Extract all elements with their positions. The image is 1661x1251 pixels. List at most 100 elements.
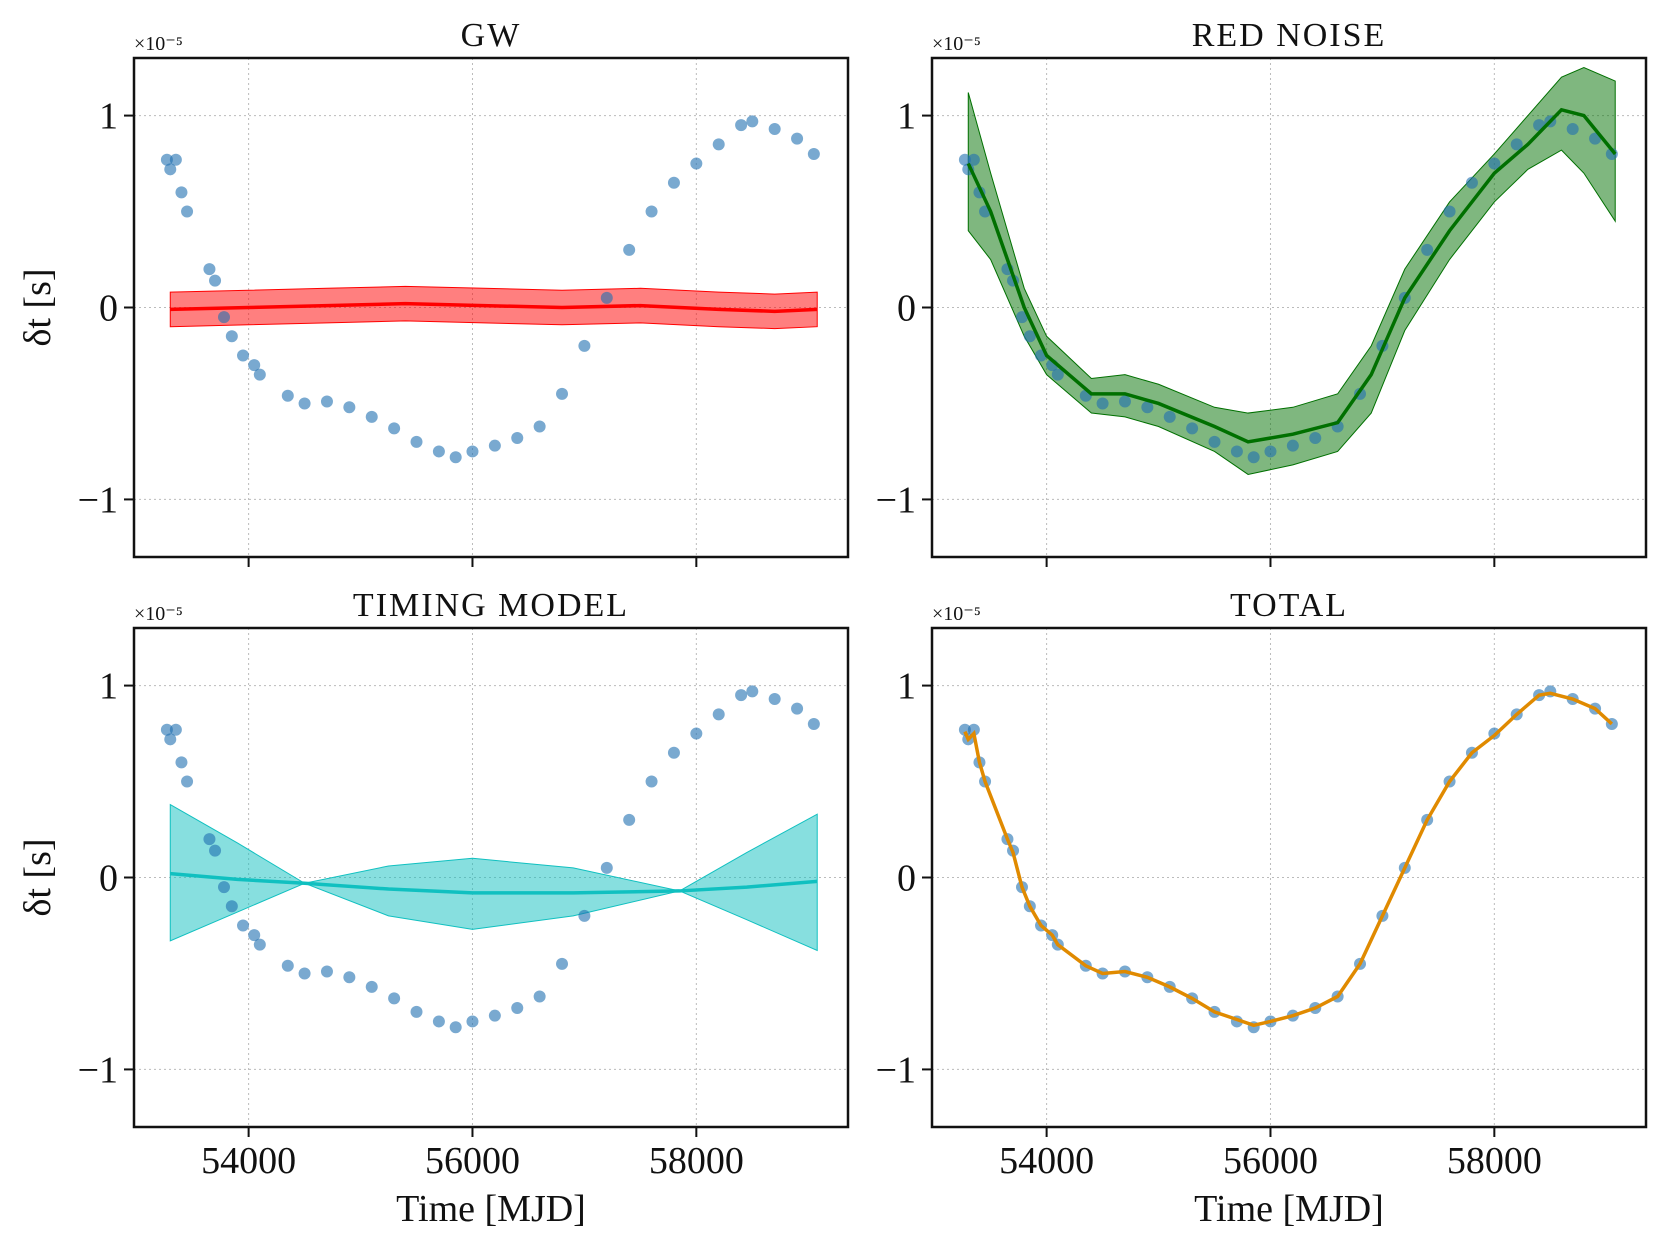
residual-point <box>298 967 311 980</box>
y-tick-label: −1 <box>876 479 916 521</box>
panel-title: TOTAL <box>1230 587 1348 624</box>
residual-point <box>1186 422 1199 435</box>
residual-point <box>410 435 423 448</box>
residual-point <box>181 205 194 218</box>
x-axis-label: Time [MJD] <box>1194 1188 1384 1230</box>
x-tick-label: 54000 <box>999 1140 1094 1182</box>
residual-point <box>203 833 216 846</box>
residual-point <box>1286 439 1299 452</box>
panel-title: GW <box>461 17 522 54</box>
y-tick-label: −1 <box>78 479 118 521</box>
plot-area <box>958 67 1618 476</box>
panel: −1 0 1 GW ×10⁻⁵ δt [s] <box>17 17 850 567</box>
x-tick-label: 54000 <box>201 1140 296 1182</box>
residual-point <box>1465 176 1478 189</box>
residual-point <box>248 359 261 372</box>
residual-point <box>791 132 804 145</box>
residual-point <box>281 389 294 402</box>
residual-point <box>253 368 266 381</box>
residual-point <box>225 330 238 343</box>
residual-point <box>181 775 194 788</box>
x-axis-label: Time [MJD] <box>396 1188 586 1230</box>
residual-point <box>623 243 636 256</box>
residual-point <box>449 1021 462 1034</box>
y-tick-label: 0 <box>897 858 916 900</box>
residual-point <box>578 339 591 352</box>
residual-point <box>365 980 378 993</box>
plot-area <box>958 685 1618 1034</box>
residual-point <box>253 938 266 951</box>
residual-point <box>488 439 501 452</box>
residual-point <box>1309 432 1322 445</box>
panel-title: RED NOISE <box>1192 17 1387 54</box>
y-tick-label: 1 <box>897 666 916 708</box>
residual-point <box>1015 311 1028 324</box>
panel: 54000 56000 58000 −1 0 1 TIMING MODEL ×10⁻⁵ δt [… <box>17 587 850 1230</box>
residual-point <box>690 727 703 740</box>
panel-title: TIMING MODEL <box>353 587 629 624</box>
y-tick-label: −1 <box>876 1049 916 1091</box>
model-line <box>966 107 1617 444</box>
offset-label: ×10⁻⁵ <box>932 603 981 625</box>
offset-label: ×10⁻⁵ <box>134 603 183 625</box>
residual-point <box>298 397 311 410</box>
residual-point <box>1208 435 1221 448</box>
residual-point <box>1051 368 1064 381</box>
residual-point <box>432 1015 445 1028</box>
axes-frame <box>132 626 850 1129</box>
residual-point <box>217 881 230 894</box>
residual-point <box>1566 123 1579 136</box>
residual-point <box>1163 410 1176 423</box>
y-tick-label: 1 <box>99 96 118 138</box>
residual-point <box>600 861 613 874</box>
residual-point <box>1230 445 1243 458</box>
residual-point <box>164 733 177 746</box>
residual-point <box>410 1005 423 1018</box>
residual-point <box>466 1015 479 1028</box>
residual-point <box>1096 397 1109 410</box>
residual-point <box>1421 243 1434 256</box>
residual-point <box>578 909 591 922</box>
residual-point <box>746 115 759 128</box>
residual-point <box>449 451 462 464</box>
residual-point <box>1443 205 1456 218</box>
residual-point <box>556 387 569 400</box>
model-line <box>170 301 818 314</box>
x-tick-label: 58000 <box>649 1140 744 1182</box>
residual-point <box>556 957 569 970</box>
residual-point <box>466 445 479 458</box>
panel: 54000 56000 58000 −1 0 1 TOTAL ×10⁻⁵ Time [MJD] <box>876 587 1648 1230</box>
residual-point <box>1023 330 1036 343</box>
residual-point <box>388 422 401 435</box>
residual-point <box>320 395 333 408</box>
y-axis-label: δt [s] <box>17 268 59 346</box>
residual-point <box>511 1002 524 1015</box>
y-tick-label: 0 <box>897 288 916 330</box>
residual-point <box>623 813 636 826</box>
y-tick-label: 1 <box>897 96 916 138</box>
residual-point <box>388 992 401 1005</box>
residual-point <box>217 311 230 324</box>
residual-point <box>958 723 971 736</box>
uncertainty-band <box>967 67 1616 476</box>
residual-point <box>488 1009 501 1022</box>
residual-point <box>735 119 748 132</box>
residual-point <box>645 205 658 218</box>
residual-point <box>343 401 356 414</box>
y-tick-label: −1 <box>78 1049 118 1091</box>
residual-point <box>533 990 546 1003</box>
model-line <box>170 871 818 895</box>
residual-point <box>712 708 725 721</box>
residual-point <box>175 756 188 769</box>
residual-point <box>209 274 222 287</box>
residual-point <box>1247 451 1260 464</box>
residual-point <box>768 123 781 136</box>
x-tick-label: 58000 <box>1447 1140 1542 1182</box>
y-axis-label: δt [s] <box>17 838 59 916</box>
residual-point <box>1510 138 1523 151</box>
residual-point <box>248 929 261 942</box>
residual-point <box>281 959 294 972</box>
residual-point <box>203 263 216 276</box>
residual-point <box>667 746 680 759</box>
axes-frame <box>132 56 850 559</box>
